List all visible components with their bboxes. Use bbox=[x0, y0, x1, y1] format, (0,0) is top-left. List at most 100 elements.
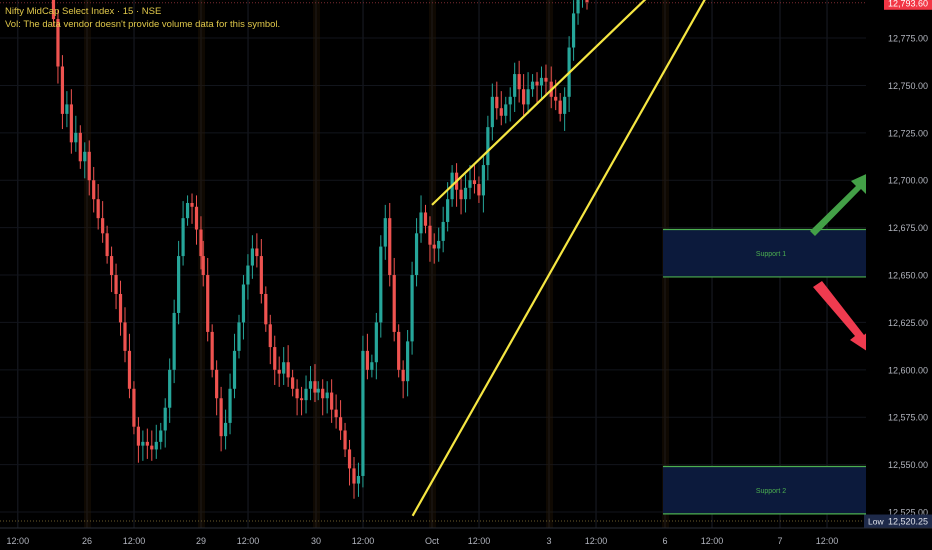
bearish-arrow-icon bbox=[813, 281, 876, 357]
candle-body bbox=[215, 369, 219, 399]
candle-body bbox=[486, 127, 490, 166]
candle-body bbox=[60, 66, 65, 114]
session-separator bbox=[313, 0, 320, 528]
price-tick-label: 12,725.00 bbox=[888, 128, 928, 138]
candle-body bbox=[277, 369, 281, 374]
candle-body bbox=[51, 0, 56, 20]
candle-body bbox=[56, 19, 60, 67]
candle-body bbox=[401, 369, 405, 382]
trendline-upper[interactable] bbox=[431, 0, 729, 206]
candle-body bbox=[201, 256, 205, 276]
price-axis[interactable]: 12,525.00 12,550.00 12,575.00 12,600.00 12,6… bbox=[864, 0, 932, 528]
candle-body bbox=[228, 388, 232, 423]
time-tick-label: 7 bbox=[777, 536, 782, 546]
time-tick-label: 12:00 bbox=[352, 536, 375, 546]
candle-body bbox=[374, 322, 378, 363]
candle-body bbox=[325, 392, 329, 399]
direction-arrows bbox=[810, 170, 876, 357]
candle-body bbox=[463, 187, 468, 200]
zone-support-2 bbox=[663, 466, 879, 514]
candle-body bbox=[92, 180, 96, 200]
candle-body bbox=[273, 347, 277, 370]
candle-body bbox=[199, 229, 203, 257]
candle-body bbox=[522, 89, 526, 105]
candle-body bbox=[74, 132, 78, 143]
candle-body bbox=[338, 417, 343, 431]
time-tick-label: 3 bbox=[546, 536, 551, 546]
price-tick-label: 12,600.00 bbox=[888, 365, 928, 375]
candle-body bbox=[141, 441, 145, 446]
candle-body bbox=[190, 202, 194, 207]
time-axis[interactable]: 12:00 26 12:00 29 12:00 30 12:00 Oct 12:00 3 12:00… bbox=[0, 527, 932, 550]
candle-body bbox=[316, 388, 320, 393]
candle-body bbox=[291, 377, 295, 389]
candle-body bbox=[472, 180, 477, 185]
candle-body bbox=[105, 233, 109, 257]
candle-body bbox=[490, 96, 494, 128]
candle-body bbox=[321, 388, 325, 399]
candle-body bbox=[114, 275, 118, 294]
last-price-value: 12,793.60 bbox=[888, 0, 928, 8]
time-axis-background bbox=[0, 528, 932, 550]
symbol-title[interactable]: Nifty MidCap Select Index · 15 · NSE bbox=[5, 6, 162, 17]
candle-body bbox=[259, 256, 263, 294]
candle-body bbox=[223, 422, 228, 437]
candle-body bbox=[145, 441, 149, 446]
price-tick-label: 12,650.00 bbox=[888, 271, 928, 281]
trendline-lower[interactable] bbox=[411, 0, 730, 517]
candle-body bbox=[441, 221, 445, 241]
chart-grid bbox=[0, 0, 866, 528]
candle-body bbox=[210, 331, 214, 370]
candle-body bbox=[419, 212, 423, 234]
candle-body bbox=[181, 218, 185, 257]
candle-body bbox=[388, 218, 392, 276]
candle-body bbox=[127, 350, 132, 389]
candle-body bbox=[539, 77, 544, 86]
candle-body bbox=[508, 96, 512, 105]
candle-body bbox=[459, 189, 463, 200]
candle-body bbox=[513, 74, 517, 97]
price-tick-label: 12,575.00 bbox=[888, 413, 928, 423]
candle-body bbox=[558, 100, 562, 114]
time-tick-label: 12:00 bbox=[701, 536, 724, 546]
candle-body bbox=[123, 322, 127, 351]
time-tick-label: 12:00 bbox=[123, 536, 146, 546]
zone-label: Support 2 bbox=[756, 488, 786, 495]
candle-body bbox=[313, 381, 317, 393]
extreme-badge bbox=[864, 514, 932, 528]
price-tick-label: 12,625.00 bbox=[888, 318, 928, 328]
candle-body bbox=[163, 407, 167, 431]
candle-body bbox=[241, 284, 246, 323]
session-separator bbox=[198, 0, 205, 528]
candle-body bbox=[219, 398, 223, 437]
candle-body bbox=[352, 468, 356, 484]
candle-body bbox=[406, 341, 410, 382]
candle-body bbox=[159, 430, 163, 442]
price-tick-label: 12,525.00 bbox=[888, 508, 928, 518]
bullish-arrow-icon bbox=[810, 170, 875, 236]
candle-body bbox=[136, 426, 140, 446]
candle-body bbox=[109, 256, 114, 276]
candle-body bbox=[101, 218, 105, 234]
candle-body bbox=[282, 362, 286, 374]
volume-note: Vol: The data vendor doesn't provide vol… bbox=[5, 19, 281, 30]
candle-body bbox=[343, 430, 347, 450]
candle-body bbox=[185, 202, 190, 219]
time-tick-label: 12:00 bbox=[468, 536, 491, 546]
session-separator bbox=[84, 0, 91, 528]
time-tick-label: 29 bbox=[196, 536, 206, 546]
trendline-channel[interactable] bbox=[411, 0, 730, 517]
candle-body bbox=[69, 104, 73, 143]
candle-body bbox=[206, 275, 210, 332]
candle-body bbox=[379, 246, 383, 323]
candle-body bbox=[308, 381, 313, 389]
time-tick-label: 12:00 bbox=[7, 536, 30, 546]
candle-body bbox=[264, 293, 268, 325]
candle-body bbox=[246, 265, 250, 285]
candle-body bbox=[585, 0, 589, 3]
candle-body bbox=[168, 369, 172, 408]
candle-body bbox=[392, 275, 396, 332]
price-tick-label: 12,750.00 bbox=[888, 81, 928, 91]
extreme-badge-value: 12,520.25 bbox=[888, 517, 928, 527]
